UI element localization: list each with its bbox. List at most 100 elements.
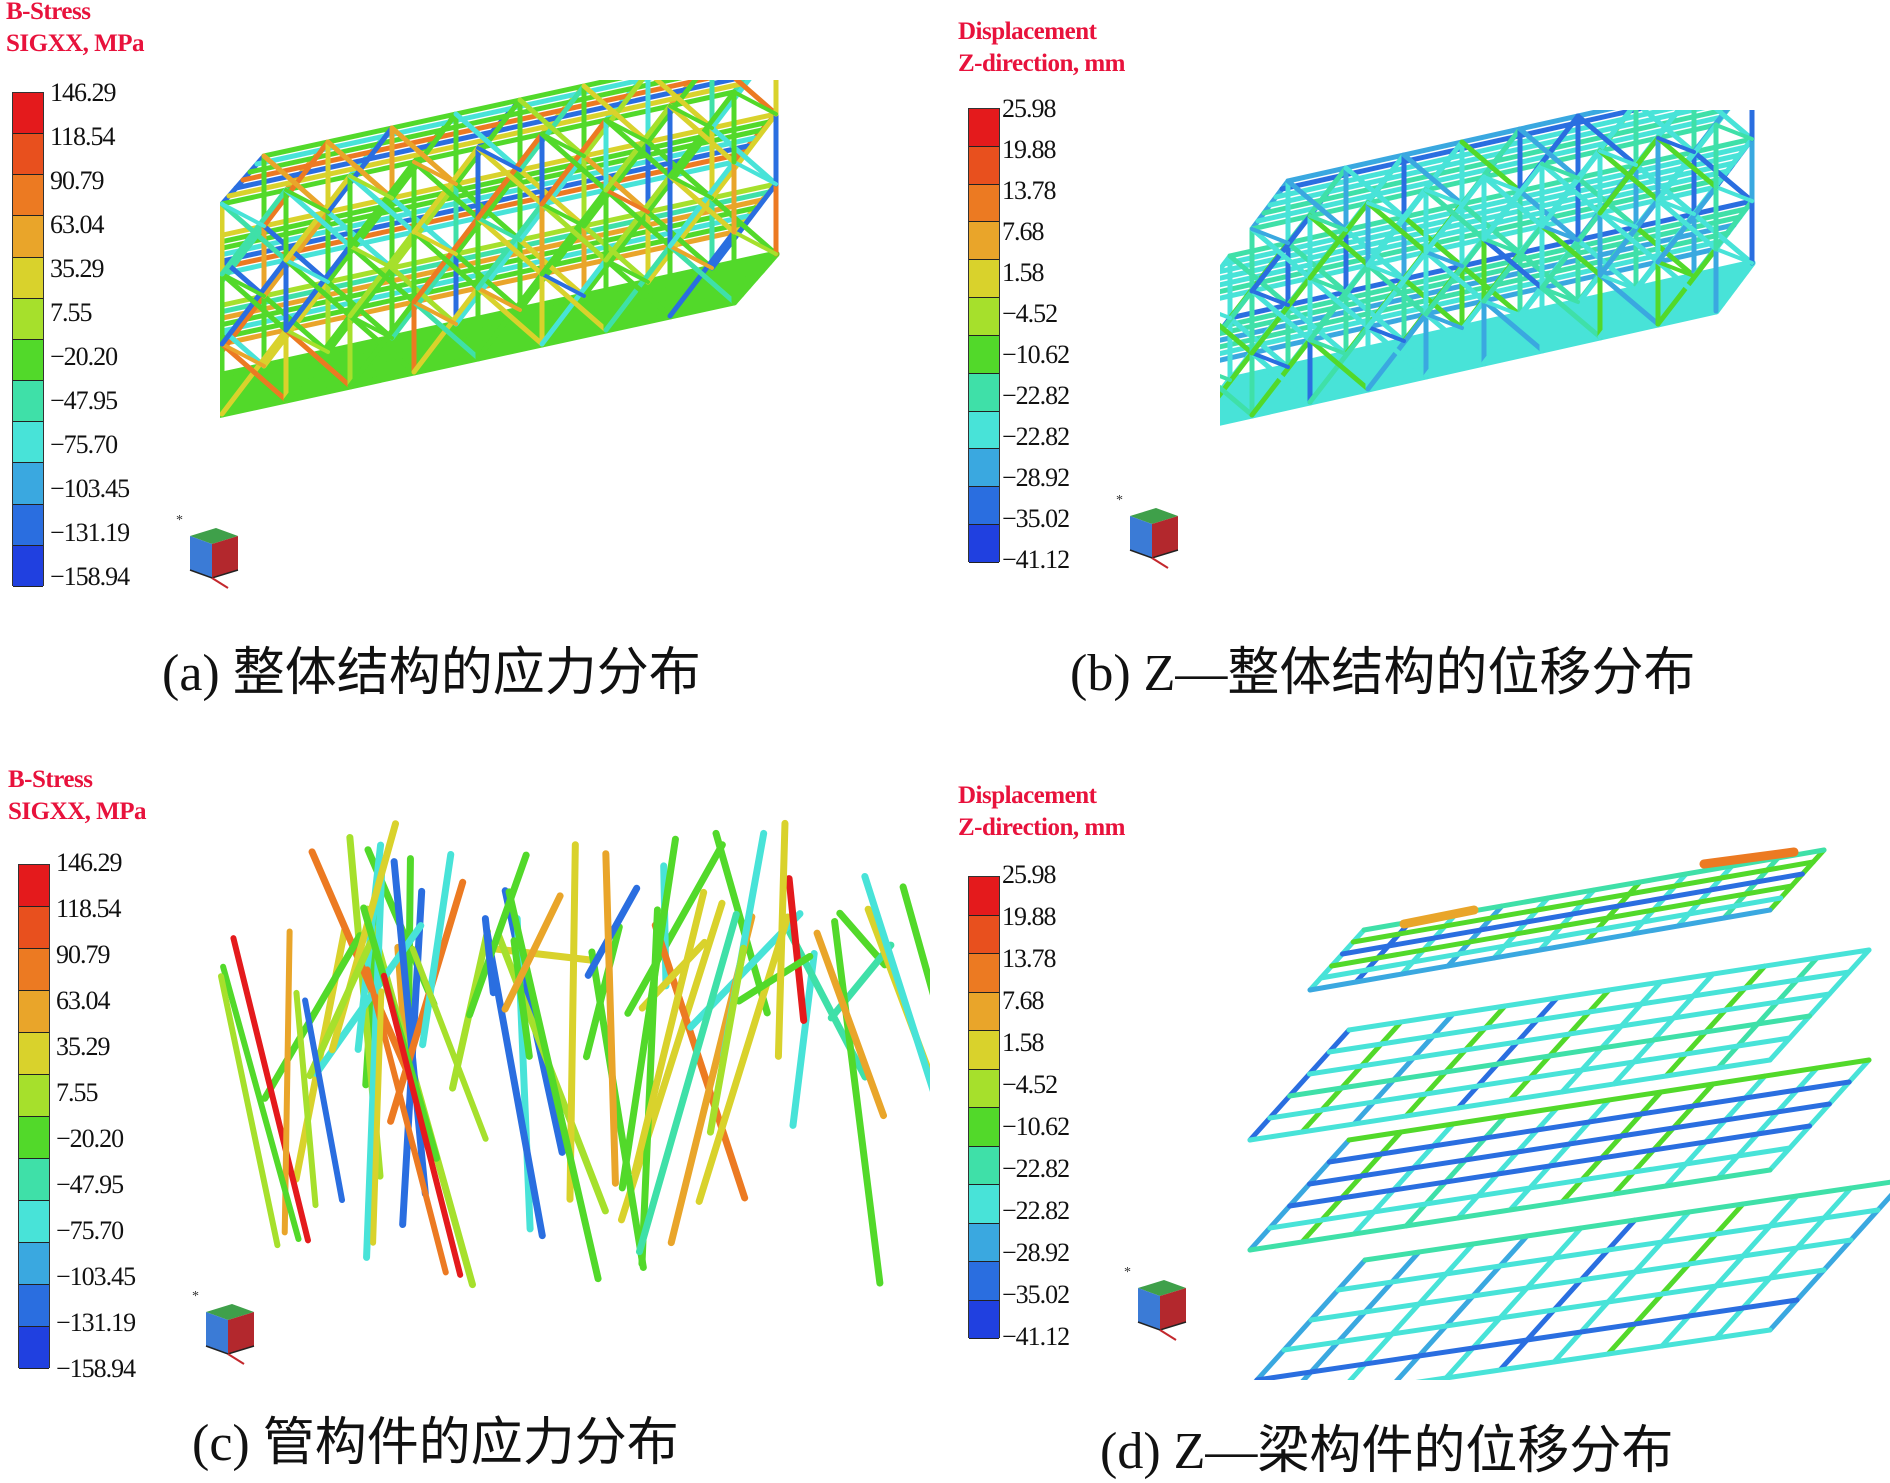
member — [539, 201, 609, 263]
svg-text:*: * — [192, 1289, 199, 1304]
legend-tick: −20.20 — [56, 1124, 124, 1153]
member — [453, 111, 523, 173]
member — [220, 272, 266, 298]
scale-segment — [19, 1159, 49, 1201]
scale-segment — [13, 134, 43, 176]
member — [1598, 273, 1638, 291]
member — [1346, 947, 1872, 1033]
legend-tick: −75.70 — [56, 1216, 124, 1245]
member — [1308, 338, 1348, 356]
member — [306, 938, 375, 1080]
color-scale-bar — [18, 864, 50, 1369]
member — [1253, 1257, 1368, 1380]
member — [667, 243, 737, 305]
member — [732, 160, 778, 186]
member — [493, 945, 600, 965]
legend-tick: −28.92 — [1002, 1238, 1070, 1267]
member — [1459, 139, 1523, 194]
member — [1226, 259, 1756, 384]
svg-text:*: * — [176, 513, 183, 528]
legend-tick: 35.29 — [56, 1032, 110, 1061]
member — [220, 324, 267, 369]
member — [1539, 161, 1603, 216]
legend-tick: 19.88 — [1002, 902, 1056, 931]
member — [481, 915, 497, 997]
member — [293, 989, 319, 1209]
member — [1220, 184, 1719, 301]
member — [220, 282, 752, 406]
scale-segment — [19, 1033, 49, 1075]
member — [1540, 162, 1580, 180]
scale-segment — [19, 949, 49, 991]
legend-title-line2: Z-direction, mm — [958, 50, 1126, 77]
member — [1559, 979, 1664, 1095]
member — [220, 274, 759, 399]
member — [1424, 250, 1464, 268]
member — [220, 254, 267, 299]
member — [603, 117, 673, 179]
scale-segment — [19, 1075, 49, 1117]
caption: (c) 管构件的应力分布 — [192, 1415, 679, 1472]
member — [1247, 1057, 1773, 1143]
member — [1715, 955, 1820, 1071]
structure-displacement-model — [1220, 110, 1756, 426]
member — [733, 80, 779, 117]
member — [1220, 373, 1232, 382]
member — [1339, 871, 1805, 957]
scale-segment — [969, 260, 999, 299]
member — [1220, 291, 1732, 413]
member — [220, 221, 744, 341]
member — [220, 229, 737, 347]
scale-segment — [19, 1243, 49, 1285]
member — [220, 111, 779, 239]
member — [1366, 201, 1406, 219]
member — [220, 342, 266, 368]
member — [1767, 1057, 1872, 1173]
member — [539, 271, 609, 333]
member — [635, 910, 740, 1256]
member — [668, 104, 714, 130]
member — [1227, 136, 1755, 259]
member — [220, 159, 737, 277]
member — [645, 139, 715, 201]
view-axis-cube-icon: * — [1116, 493, 1179, 569]
member — [1497, 1217, 1638, 1373]
member — [284, 258, 330, 284]
scale-segment — [969, 222, 999, 261]
scale-segment — [19, 1201, 49, 1243]
member — [732, 90, 778, 116]
member — [1326, 969, 1852, 1055]
member — [1715, 1065, 1820, 1181]
member — [220, 963, 302, 1243]
member — [1365, 324, 1429, 379]
legend-tick: −47.95 — [50, 386, 118, 415]
view-axis-cube-icon: * — [192, 1289, 255, 1365]
member — [789, 950, 818, 1129]
legend-tick: −47.95 — [56, 1170, 124, 1199]
legend-tick: 146.29 — [56, 848, 122, 877]
member — [785, 875, 808, 1024]
scale-segment — [969, 1031, 999, 1070]
member — [604, 188, 650, 214]
member — [1699, 847, 1799, 869]
member — [1220, 299, 1726, 420]
member — [1287, 1123, 1813, 1209]
member — [709, 195, 779, 257]
view-axis-cube-icon: * — [1124, 1265, 1187, 1341]
member — [261, 153, 331, 215]
member — [581, 223, 651, 285]
member — [1482, 299, 1522, 317]
legend-tick: −158.94 — [50, 562, 130, 591]
member — [302, 997, 346, 1204]
member — [539, 131, 609, 193]
member — [732, 230, 778, 256]
legend-title-line1: Displacement — [958, 18, 1097, 45]
legend-tick: −41.12 — [1002, 545, 1070, 574]
member — [1655, 135, 1719, 190]
member — [1691, 211, 1755, 266]
legend-tick: 7.55 — [56, 1078, 98, 1107]
member — [476, 216, 522, 242]
member — [1220, 307, 1720, 426]
member — [1267, 1035, 1793, 1121]
member — [466, 851, 530, 1019]
